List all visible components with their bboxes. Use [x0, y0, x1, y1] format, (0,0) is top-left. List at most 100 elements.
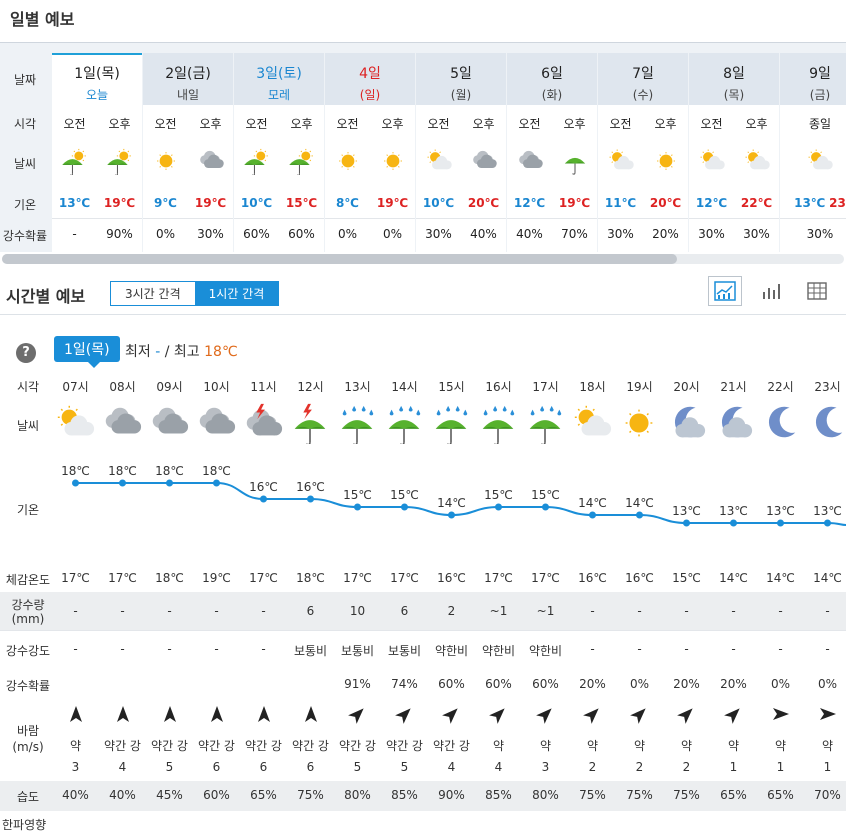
temperature-label: 16℃: [296, 480, 325, 494]
temperature-label: 13℃: [813, 504, 842, 518]
table-view-button[interactable]: [800, 276, 834, 306]
label-rain-unit: (mm): [11, 612, 45, 626]
temp-low: 11℃: [604, 196, 637, 210]
day-cell: 오전: [63, 117, 86, 131]
moon-cloud-icon: [674, 406, 706, 438]
view-mode-buttons: [708, 276, 834, 306]
wind-speed-value: 1: [776, 760, 785, 774]
feels-like-value: 16℃: [625, 571, 654, 585]
wind-strength-value: 약: [727, 739, 740, 753]
wind-arrow-icon: [757, 705, 804, 727]
day-header[interactable]: 9일 (금): [780, 53, 846, 105]
day-cell: 오전: [427, 117, 450, 131]
wind-strength-value: 약간 강: [104, 739, 141, 753]
wind-speed-value: 5: [400, 760, 409, 774]
cloud-icon: [518, 150, 543, 168]
day-header[interactable]: 4일 (일): [325, 53, 415, 105]
rain-prob-value: 91%: [344, 677, 371, 691]
tab-1hour[interactable]: 1시간 간격: [194, 282, 279, 305]
day-column[interactable]: 4일 (일) 오전 오후 8℃ 19℃ 0% 0%: [325, 53, 415, 252]
rain-intensity-value: -: [731, 642, 736, 656]
label-wind: 바람: [16, 724, 40, 738]
moon-cloud-icon: [721, 406, 753, 438]
partly-cloudy-icon: [427, 149, 452, 170]
day-cell: 종일: [808, 117, 832, 131]
day-sub: (수): [632, 88, 654, 102]
temperature-point: [636, 511, 643, 519]
graph-view-button[interactable]: [708, 276, 742, 306]
day-column[interactable]: 2일(금) 내일 오전 오후 9℃ 19℃ 0% 30%: [143, 53, 233, 252]
day-name: 6일: [541, 66, 563, 82]
temp-high: 19℃: [376, 196, 409, 210]
humidity-band: [0, 781, 846, 811]
day-periods: 오전 오후: [507, 115, 597, 132]
daily-forecast-title: 일별 예보: [10, 10, 75, 29]
moon-icon: [768, 406, 796, 438]
day-header[interactable]: 7일 (수): [598, 53, 688, 105]
day-cell: 0%: [337, 227, 358, 241]
day-icons: [143, 147, 233, 178]
rule: [0, 630, 846, 631]
rain-amount-value: 6: [400, 604, 409, 618]
day-column[interactable]: 5일 (월) 오전 오후 10℃ 20℃ 30% 40%: [416, 53, 506, 252]
partly-cloudy-icon: [609, 149, 634, 170]
temperature-label: 15℃: [390, 488, 419, 502]
humidity-value: 90%: [438, 788, 465, 802]
tab-3hour[interactable]: 3시간 간격: [111, 282, 195, 305]
day-header[interactable]: 1일(목) 오늘: [52, 53, 142, 105]
temperature-point: [260, 495, 267, 503]
umbrella-icon: [564, 157, 585, 175]
wind-arrow-icon: [710, 705, 757, 727]
day-header[interactable]: 8일 (목): [689, 53, 779, 105]
daily-scrollbar[interactable]: [0, 252, 846, 266]
day-column[interactable]: 7일 (수) 오전 오후 11℃ 20℃ 30% 20%: [598, 53, 688, 252]
wind-speed-value: 6: [212, 760, 221, 774]
temperature-line-chart: 18℃ 18℃ 18℃ 18℃ 16℃ 16℃ 15℃ 15℃ 14℃ 15℃ 15℃ 14℃ 14℃ 1…: [61, 464, 846, 527]
scroll-thumb[interactable]: [2, 254, 677, 264]
feels-like-value: 14℃: [719, 571, 748, 585]
rain-amount-value: ~1: [536, 604, 555, 618]
rain-umbrella-icon: [435, 405, 468, 446]
label-temp: 기온: [13, 198, 37, 212]
scroll-track[interactable]: [2, 254, 844, 264]
temperature-line: [75, 482, 846, 526]
day-column[interactable]: 1일(목) 오늘 오전 오후 13℃ 19℃ - 90%: [52, 53, 142, 252]
day-column[interactable]: 3일(토) 모레 오전 오후 10℃ 15℃ 60% 60%: [234, 53, 324, 252]
temperature-label: 18℃: [155, 464, 184, 478]
day-column[interactable]: 6일 (화) 오전 오후 12℃ 19℃ 40% 70%: [507, 53, 597, 252]
bar-view-button[interactable]: [754, 276, 788, 306]
day-cell: 오후: [472, 117, 495, 131]
rain-intensity-value: 보통비: [340, 644, 375, 658]
day-name: 2일(금): [165, 66, 211, 82]
help-icon[interactable]: ?: [16, 343, 36, 363]
temperature-point: [166, 479, 173, 487]
day-icon-cell: [689, 147, 734, 178]
day-header[interactable]: 2일(금) 내일: [143, 53, 233, 105]
rain-amount-value: -: [684, 604, 689, 618]
humidity-value: 80%: [532, 788, 559, 802]
day-icon-cell: [507, 147, 552, 178]
hour-weather-cell: [336, 402, 380, 446]
temperature-point: [495, 503, 502, 511]
day-header[interactable]: 6일 (화): [507, 53, 597, 105]
day-column[interactable]: 9일 (금) 종일 13℃ 23 30%: [780, 53, 846, 252]
rain-amount-value: 2: [447, 604, 456, 618]
rain-intensity-value: 약한비: [528, 644, 563, 658]
day-cell: 오전: [245, 117, 268, 131]
temp-high: 23: [829, 196, 846, 210]
rain-prob-value: 0%: [629, 677, 650, 691]
humidity-value: 45%: [156, 788, 183, 802]
wind-speed-value: 1: [823, 760, 832, 774]
day-icon-cell: [598, 147, 643, 178]
humidity-value: 75%: [673, 788, 700, 802]
day-header[interactable]: 5일 (월): [416, 53, 506, 105]
feels-like-value: 18℃: [155, 571, 184, 585]
separator: /: [164, 344, 170, 360]
label-wind-unit: (m/s): [12, 740, 44, 754]
day-periods: 종일: [780, 115, 846, 132]
day-header[interactable]: 3일(토) 모레: [234, 53, 324, 105]
day-column[interactable]: 8일 (목) 오전 오후 12℃ 22℃ 30% 30%: [689, 53, 779, 252]
temperature-point: [730, 519, 737, 527]
wind-speed-value: 3: [541, 760, 550, 774]
hour-weather-cell: [54, 402, 98, 446]
